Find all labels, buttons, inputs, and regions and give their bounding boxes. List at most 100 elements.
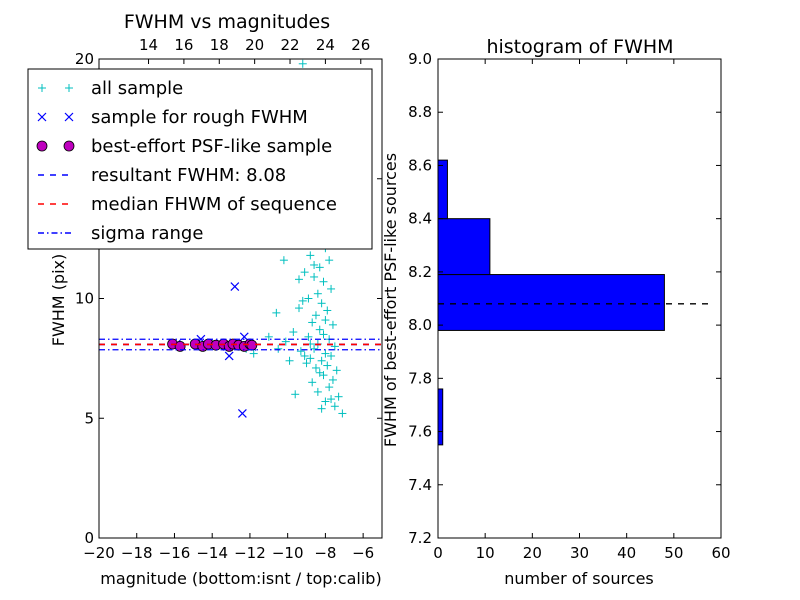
scatter-top-tick-label: 22 — [280, 36, 299, 54]
legend-label: sigma range — [91, 223, 203, 244]
legend-entry-1: sample for rough FWHM — [37, 107, 308, 128]
scatter-point-plus-24 — [317, 299, 326, 308]
scatter-point-plus-66 — [249, 349, 258, 358]
scatter-point-plus-19 — [310, 272, 319, 281]
scatter-point-plus-58 — [330, 402, 339, 411]
legend-marker — [65, 84, 73, 92]
histogram-y-tick-label: 9.0 — [408, 50, 432, 68]
scatter-point-x-5 — [237, 409, 247, 418]
scatter-point-plus-46 — [323, 361, 332, 370]
legend-marker — [64, 112, 74, 122]
scatter-point-plus-27 — [311, 311, 320, 320]
scatter-x-tick-label: −6 — [352, 544, 374, 562]
histogram-y-tick-label: 7.8 — [408, 369, 432, 387]
scatter-chart: FWHM vs magnitudes −20 −18 −16 −14 −12 −10 −8−… — [27, 11, 383, 588]
scatter-y-tick-label: 10 — [75, 290, 94, 308]
scatter-point-plus-43 — [306, 354, 315, 363]
scatter-point-plus-30 — [328, 320, 337, 329]
histogram-x-axis-label: number of sources — [504, 569, 654, 588]
legend-label: sample for rough FWHM — [91, 107, 308, 128]
histogram-chart: histogram of FWHM 0 10 20 30 40 50 60 7.27.47.… — [381, 36, 731, 588]
scatter-point-plus-61 — [327, 395, 336, 404]
legend-label: best-effort PSF-like sample — [91, 136, 332, 157]
legend-entry-2: best-effort PSF-like sample — [36, 136, 332, 157]
scatter-point-plus-36 — [281, 337, 290, 346]
scatter-point-plus-20 — [319, 277, 328, 286]
legend-entry-4: median FHWM of sequence — [38, 194, 337, 215]
scatter-point-circle-1 — [174, 340, 186, 352]
scatter-y-tick-label: 20 — [75, 50, 94, 68]
legend-label: median FHWM of sequence — [91, 194, 337, 215]
legend-marker — [38, 84, 46, 92]
scatter-point-plus-50 — [319, 371, 328, 380]
histogram-x-tick-label: 0 — [433, 544, 443, 562]
scatter-point-plus-54 — [313, 387, 322, 396]
scatter-point-plus-0 — [298, 59, 307, 68]
scatter-point-plus-31 — [315, 325, 324, 334]
scatter-x-tick-label: −12 — [234, 544, 266, 562]
histogram-title: histogram of FWHM — [486, 36, 673, 58]
scatter-point-plus-60 — [317, 404, 326, 413]
histogram-x-tick-label: 30 — [570, 544, 589, 562]
scatter-point-plus-16 — [325, 256, 334, 265]
histogram-x-tick-label: 20 — [523, 544, 542, 562]
scatter-top-tick-label: 14 — [139, 36, 158, 54]
scatter-point-plus-23 — [304, 294, 313, 303]
scatter-top-tick-label: 26 — [351, 36, 370, 54]
legend-box — [27, 68, 373, 250]
scatter-y-tick-label: 0 — [84, 529, 94, 547]
scatter-point-plus-79 — [300, 351, 309, 360]
legend-marker — [36, 140, 48, 152]
scatter-point-plus-29 — [308, 318, 317, 327]
scatter-point-plus-38 — [330, 342, 339, 351]
scatter-point-plus-77 — [298, 296, 307, 305]
scatter-point-plus-56 — [334, 392, 343, 401]
legend-marker — [63, 140, 75, 152]
scatter-point-plus-22 — [313, 289, 322, 298]
legend-entry-3: resultant FWHM: 8.08 — [38, 165, 286, 186]
scatter-x-tick-label: −8 — [314, 544, 336, 562]
scatter-point-plus-33 — [319, 330, 328, 339]
legend-label: all sample — [91, 78, 183, 99]
scatter-point-plus-63 — [272, 308, 281, 317]
histogram-bar-3 — [437, 159, 448, 220]
histogram-y-tick-label: 7.4 — [408, 476, 432, 494]
scatter-x-ticks: −20 −18 −16 −14 −12 −10 −8 −6 — [83, 533, 374, 562]
scatter-x-tick-label: −14 — [196, 544, 228, 562]
scatter-top-tick-label: 24 — [316, 36, 335, 54]
scatter-point-plus-15 — [306, 251, 315, 260]
scatter-point-plus-55 — [291, 390, 300, 399]
scatter-point-plus-41 — [321, 349, 330, 358]
scatter-point-plus-69 — [279, 256, 288, 265]
histogram-bar-0 — [437, 388, 444, 446]
scatter-x-axis-label: magnitude (bottom:isnt / top:calib) — [100, 569, 381, 588]
scatter-point-plus-64 — [264, 332, 273, 341]
scatter-point-plus-17 — [315, 263, 324, 272]
histogram-y-tick-label: 7.2 — [408, 529, 432, 547]
scatter-point-plus-51 — [328, 375, 337, 384]
scatter-point-plus-18 — [300, 268, 309, 277]
scatter-point-plus-68 — [294, 275, 303, 284]
scatter-point-plus-21 — [327, 284, 336, 293]
scatter-point-plus-52 — [308, 378, 317, 387]
scatter-x-tick-label: −10 — [272, 544, 304, 562]
scatter-top-tick-label: 18 — [210, 36, 229, 54]
scatter-point-plus-47 — [311, 363, 320, 372]
scatter-point-plus-28 — [321, 316, 330, 325]
scatter-legend: all sample sample for rough FWHM best-effo… — [27, 68, 373, 250]
legend-entry-5: sigma range — [38, 223, 203, 244]
histogram-bars — [437, 159, 665, 446]
scatter-point-plus-44 — [317, 356, 326, 365]
legend-marker — [37, 112, 47, 122]
scatter-x-tick-label: −18 — [121, 544, 153, 562]
scatter-point-plus-25 — [294, 304, 303, 313]
scatter-point-plus-39 — [310, 344, 319, 353]
histogram-bar-2 — [437, 218, 491, 276]
histogram-x-tick-label: 60 — [711, 544, 730, 562]
histogram-bar-1 — [437, 274, 665, 331]
scatter-point-plus-26 — [323, 306, 332, 315]
scatter-point-x-4 — [224, 351, 234, 361]
histogram-y-tick-label: 8.6 — [408, 156, 432, 174]
scatter-x-tick-label: −20 — [83, 544, 115, 562]
